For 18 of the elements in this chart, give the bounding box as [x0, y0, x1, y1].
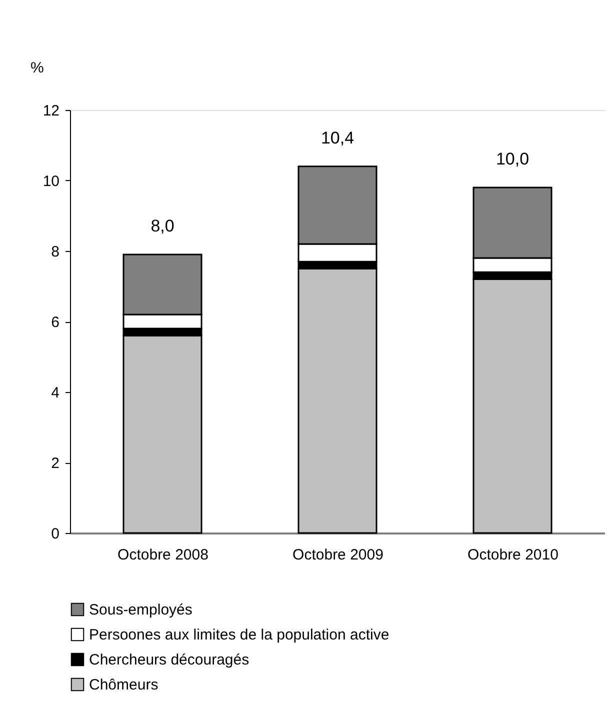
y-tick-label: 6 — [51, 314, 60, 331]
legend-label: Persoones aux limites de la population active — [89, 626, 390, 644]
total-label: 10,0 — [496, 150, 530, 169]
x-tick-label: Octobre 2010 — [468, 546, 558, 564]
legend-label: Sous-employés — [89, 602, 192, 618]
legend-label: Chômeurs — [89, 676, 158, 694]
y-tick-label: 0 — [51, 526, 60, 542]
y-tick-label: 2 — [51, 455, 60, 472]
x-tick-label: Octobre 2009 — [292, 546, 384, 564]
y-tick-label: 10 — [42, 173, 60, 190]
y-axis-title: % — [30, 60, 44, 76]
x-tick-label: Octobre 2008 — [118, 546, 208, 564]
total-label: 8,0 — [150, 216, 174, 236]
y-tick-label: 12 — [42, 102, 60, 120]
total-label: 10,4 — [320, 128, 354, 148]
legend-label: Chercheurs découragés — [89, 652, 250, 668]
y-tick-label: 4 — [51, 384, 60, 402]
y-tick-label: 8 — [51, 244, 60, 260]
